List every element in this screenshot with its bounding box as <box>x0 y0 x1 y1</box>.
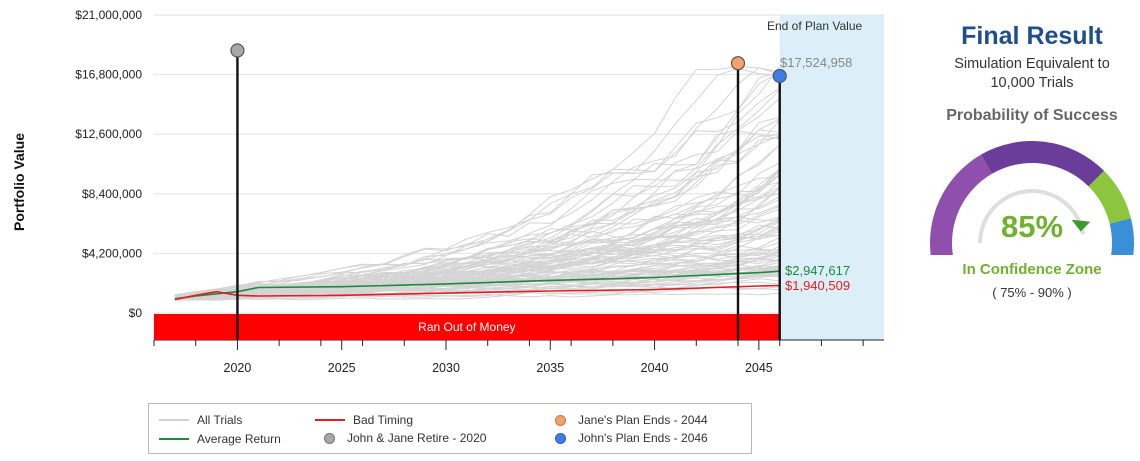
gauge-segment-confidence <box>1088 170 1131 224</box>
series-lines <box>174 270 780 301</box>
chart-legend: All Trials Average Return Bad Timing Joh… <box>148 403 752 454</box>
end-of-plan-band <box>779 15 884 340</box>
trial-line <box>174 130 780 296</box>
x-tick-label: 2025 <box>328 361 356 375</box>
legend-item-average-return: Average Return <box>159 432 281 446</box>
legend-label-jane-plan: Jane's Plan Ends - 2044 <box>578 413 708 427</box>
y-tick-label: $16,800,000 <box>75 68 142 82</box>
monte-carlo-chart: $0 $4,200,000 $8,400,000 $12,600,000 $16,800… <box>11 8 884 375</box>
legend-label-all-trials: All Trials <box>197 413 243 427</box>
gauge-segment-mid <box>981 141 1105 187</box>
legend-label-average-return: Average Return <box>197 432 281 446</box>
gauge-segment-high <box>1109 218 1134 255</box>
gauge-graphic <box>930 141 1134 255</box>
legend-swatch-all-trials <box>159 419 189 421</box>
simulation-line-2: 10,000 Trials <box>990 75 1074 91</box>
confidence-zone-range: ( 75% - 90% ) <box>992 285 1072 300</box>
average-return-value: $2,947,617 <box>785 263 850 278</box>
ran-out-label: Ran Out of Money <box>418 320 515 334</box>
legend-item-bad-timing: Bad Timing <box>315 413 413 427</box>
x-tick-label: 2040 <box>641 361 669 375</box>
gauge-percent: 85% <box>1000 209 1064 244</box>
gauge-pointer <box>1071 219 1091 232</box>
legend-item-jane-plan: Jane's Plan Ends - 2044 <box>555 413 708 427</box>
trial-line <box>174 292 780 301</box>
x-tick-label: 2030 <box>432 361 460 375</box>
legend-dot-retire <box>324 432 335 444</box>
legend-dot-jane-plan <box>555 414 566 426</box>
ran-out-bar <box>154 314 780 340</box>
legend-label-john-plan: John's Plan Ends - 2046 <box>578 431 708 445</box>
trial-line <box>174 65 780 298</box>
chart-gridlines <box>154 14 884 314</box>
y-tick-label: $12,600,000 <box>75 127 142 141</box>
chart-labels: End of Plan Value $17,524,958 $2,947,617$1… <box>767 19 863 293</box>
y-tick-label: $8,400,000 <box>82 187 142 201</box>
legend-item-all-trials: All Trials <box>159 413 242 427</box>
final-result-title: Final Result <box>961 22 1103 50</box>
end-of-plan-top-value: $17,524,958 <box>780 55 852 70</box>
end-of-plan-title: End of Plan Value <box>767 19 863 33</box>
legend-label-bad-timing: Bad Timing <box>353 413 414 427</box>
bad-timing-line <box>174 284 780 301</box>
x-tick-label: 2045 <box>745 361 773 375</box>
chart-axes: $0 $4,200,000 $8,400,000 $12,600,000 $16,800… <box>11 8 884 375</box>
trial-line <box>174 204 780 296</box>
trial-line <box>174 87 780 297</box>
gauge-inner-track <box>978 189 1086 244</box>
confidence-zone-label: In Confidence Zone <box>962 261 1102 278</box>
trial-line <box>174 169 781 300</box>
trial-line <box>174 89 781 301</box>
marker-pin <box>730 56 746 71</box>
marker-pin <box>230 43 245 58</box>
y-tick-label: $0 <box>129 306 143 320</box>
success-gauge: 85% In Confidence Zone ( 75% - 90% ) <box>924 125 1140 300</box>
gauge-segment-low <box>930 154 992 255</box>
trial-line <box>174 67 780 296</box>
y-axis-label: Portfolio Value <box>11 133 27 231</box>
trial-line <box>174 221 780 298</box>
x-tick-label: 2020 <box>224 361 252 375</box>
milestone-markers <box>230 43 787 340</box>
x-tick-label: 2035 <box>536 361 564 375</box>
final-result-panel: Final Result Simulation Equivalent to 10… <box>924 22 1140 300</box>
trial-line <box>174 286 780 300</box>
trial-line <box>174 98 781 298</box>
y-tick-label: $21,000,000 <box>75 8 142 22</box>
legend-swatch-bad-timing <box>315 419 345 421</box>
average-return-line <box>174 270 780 300</box>
ran-out-of-money-band: Ran Out of Money <box>154 314 780 340</box>
y-tick-label: $4,200,000 <box>82 246 142 260</box>
legend-swatch-average-return <box>159 438 189 440</box>
trial-line <box>174 217 780 301</box>
legend-dot-john-plan <box>555 432 566 444</box>
legend-item-retire: John & Jane Retire - 2020 <box>324 431 486 445</box>
legend-item-john-plan: John's Plan Ends - 2046 <box>555 431 708 445</box>
all-trials-lines <box>174 65 781 301</box>
marker-pin <box>772 68 787 84</box>
bad-timing-value: $1,940,509 <box>785 278 850 293</box>
simulation-line-1: Simulation Equivalent to <box>954 56 1110 72</box>
probability-title: Probability of Success <box>946 107 1118 124</box>
legend-label-retire: John & Jane Retire - 2020 <box>347 431 487 445</box>
